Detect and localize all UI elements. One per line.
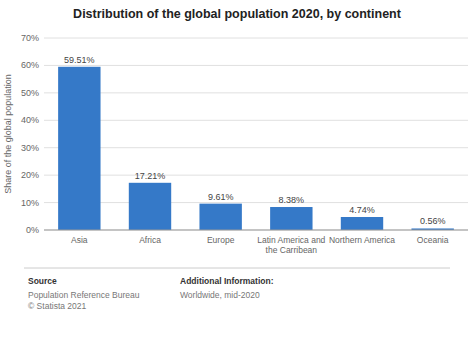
- data-label: 59.51%: [64, 55, 95, 65]
- data-label: 0.56%: [420, 216, 446, 226]
- bar: [270, 207, 312, 230]
- grid-line: [44, 175, 468, 176]
- grid-line: [44, 92, 468, 93]
- data-label: 8.38%: [279, 195, 305, 205]
- y-tick-label: 50%: [21, 88, 39, 98]
- title: Distribution of the global population 20…: [73, 7, 402, 21]
- footer-heading: Source: [28, 276, 57, 286]
- grid-line: [44, 147, 468, 148]
- y-tick-label: 0%: [26, 225, 39, 235]
- x-tick-label: Northern America: [329, 235, 395, 245]
- grid-line: [44, 120, 468, 121]
- grid-line: [44, 230, 468, 231]
- grid: [44, 38, 468, 230]
- data-label: 9.61%: [208, 192, 234, 202]
- y-tick-label: 70%: [21, 33, 39, 43]
- chart: Distribution of the global population 20…: [0, 0, 474, 352]
- y-axis-label: Share of the global population: [3, 74, 13, 194]
- grid-line: [44, 65, 468, 66]
- bars: [58, 67, 454, 230]
- x-tick-label: Europe: [207, 235, 235, 245]
- grid-line: [44, 202, 468, 203]
- y-tick-label: 30%: [21, 143, 39, 153]
- y-tick-label: 40%: [21, 115, 39, 125]
- data-label: 4.74%: [349, 205, 375, 215]
- data-label: 17.21%: [135, 171, 166, 181]
- footer-text: Population Reference Bureau© Statista 20…: [28, 290, 140, 311]
- footer-divider: [24, 268, 450, 269]
- x-axis-line: [44, 230, 468, 231]
- x-tick-label: Latin America andthe Carribean: [257, 235, 325, 255]
- bar: [58, 67, 100, 230]
- footer-text: Worldwide, mid-2020: [180, 290, 260, 300]
- bar: [199, 204, 241, 230]
- footer-heading: Additional Information:: [180, 276, 274, 286]
- x-tick-label: Africa: [139, 235, 161, 245]
- bar: [341, 217, 383, 230]
- y-tick-label: 20%: [21, 170, 39, 180]
- bar: [129, 183, 171, 230]
- grid-line: [44, 38, 468, 39]
- x-tick-label: Asia: [71, 235, 88, 245]
- x-tick-label: Oceania: [417, 235, 449, 245]
- y-tick-label: 60%: [21, 60, 39, 70]
- y-tick-label: 10%: [21, 198, 39, 208]
